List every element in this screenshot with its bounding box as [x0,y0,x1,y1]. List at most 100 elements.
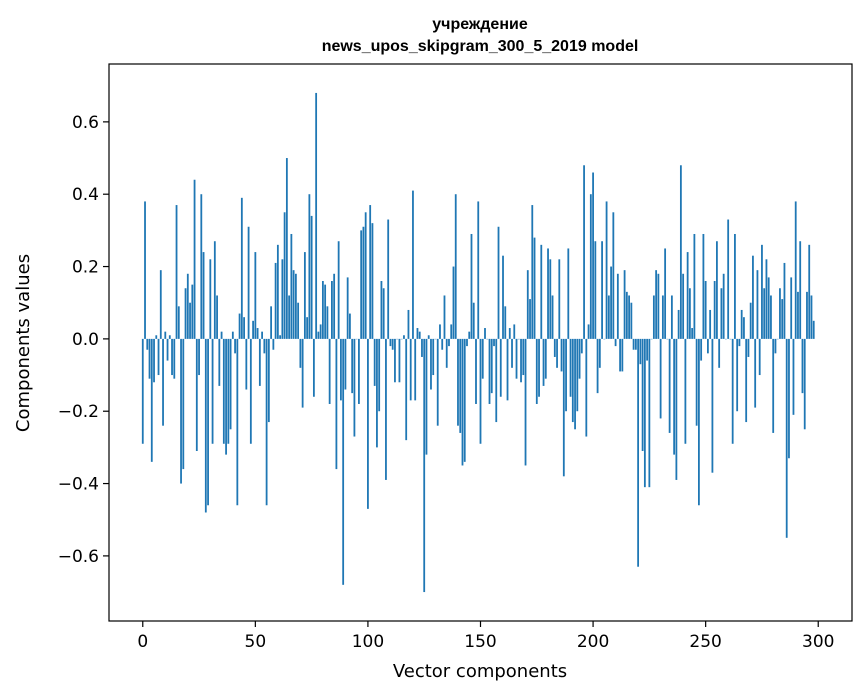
bar-27 [202,252,205,339]
bar-0 [141,338,144,444]
bar-104 [376,338,378,448]
bar-114 [398,338,401,383]
bar-149 [477,201,480,339]
bar-162 [506,338,509,401]
bar-87 [337,241,340,339]
bar-88 [340,338,342,401]
bar-4 [150,338,153,462]
bar-41 [234,338,236,354]
bar-106 [380,281,383,339]
bar-293 [801,338,804,394]
bar-279 [770,295,772,339]
bar-200 [592,172,594,339]
bar-128 [430,338,432,390]
y-tick-label: 0.4 [72,185,99,205]
bar-140 [457,338,459,426]
bar-131 [436,338,439,426]
bar-158 [497,226,500,339]
bar-239 [679,165,682,339]
bar-214 [623,270,626,339]
bar-26 [200,194,203,339]
bar-212 [619,338,621,372]
bar-242 [686,252,689,339]
bar-179 [544,338,547,379]
y-tick-label: 0.6 [72,113,99,133]
y-tick-label: −0.2 [58,402,99,422]
bar-201 [594,241,597,339]
bar-22 [191,284,194,339]
bar-161 [504,306,507,339]
bar-6 [155,335,158,339]
bar-73 [306,317,309,339]
bar-296 [808,244,811,339]
bar-277 [765,259,768,339]
bar-223 [643,338,646,488]
bar-137 [450,324,453,339]
bar-284 [781,299,784,339]
x-tick-label: 150 [464,632,496,652]
bar-207 [607,295,610,339]
bar-133 [441,338,444,350]
bar-150 [479,338,482,444]
x-tick-label: 100 [352,632,384,652]
bar-202 [596,338,599,394]
bar-126 [425,338,428,455]
bar-147 [472,302,475,339]
bar-14 [173,338,176,379]
bar-211 [616,273,619,339]
bar-65 [288,295,291,339]
bar-70 [299,338,302,368]
bar-256 [718,338,721,368]
bar-3 [148,338,151,379]
bar-189 [567,248,570,339]
bar-72 [303,252,306,339]
bar-173 [531,205,534,339]
bar-45 [243,317,245,339]
bar-227 [652,295,655,339]
bar-96 [358,338,360,404]
bar-44 [240,197,243,339]
bar-63 [283,212,286,339]
bar-16 [177,306,180,339]
x-tick-label: 0 [137,632,148,652]
bar-258 [722,273,725,339]
bar-294 [803,338,806,430]
bar-135 [445,338,448,368]
bar-101 [369,205,372,339]
bar-249 [702,233,705,339]
bar-20 [186,273,189,339]
bar-194 [578,338,581,379]
bar-172 [529,299,531,339]
bar-176 [538,338,540,397]
y-tick-label: 0.0 [72,330,99,350]
bar-9 [162,338,164,426]
bar-295 [806,291,808,339]
bar-292 [799,241,802,339]
bar-180 [547,248,549,339]
bar-157 [495,338,498,423]
bar-94 [353,338,356,437]
bar-268 [745,338,748,423]
bar-46 [245,338,248,390]
bar-267 [743,317,745,339]
bar-144 [466,338,468,347]
bar-31 [211,338,214,444]
bar-47 [247,226,250,339]
bar-56 [267,338,270,423]
bar-79 [319,324,322,339]
bar-25 [198,338,200,376]
bar-99 [364,212,367,339]
bar-221 [639,338,642,365]
bar-260 [727,219,730,339]
bar-123 [418,331,421,339]
bar-146 [470,233,473,339]
bar-11 [166,338,169,361]
bar-181 [549,259,552,339]
bar-61 [279,335,282,339]
bar-182 [551,295,554,339]
bar-8 [159,270,162,339]
bar-127 [427,335,430,339]
bar-138 [452,266,455,339]
bar-5 [153,338,155,383]
bar-278 [767,277,770,339]
